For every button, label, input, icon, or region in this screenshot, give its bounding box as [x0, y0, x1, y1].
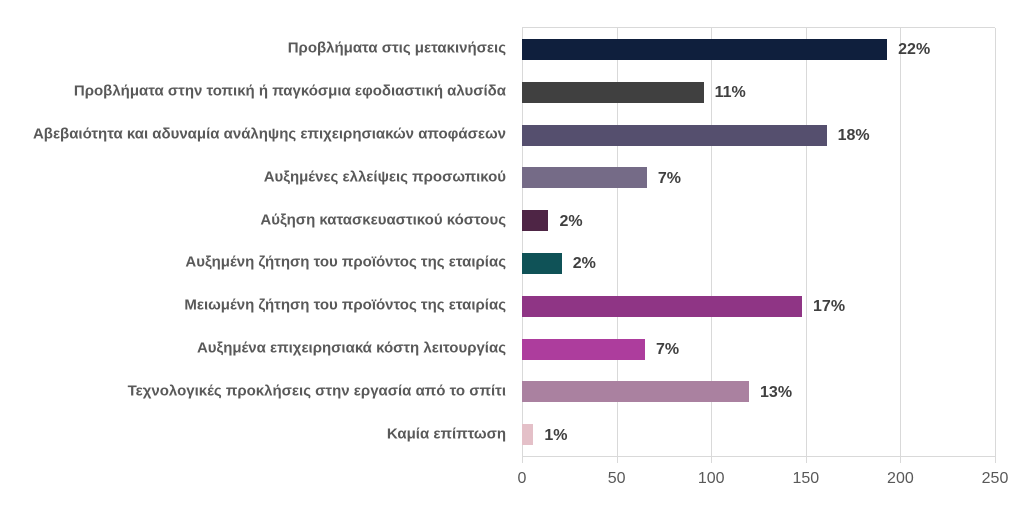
x-tick-label: 250 — [981, 470, 1009, 487]
bar — [522, 381, 750, 403]
bar-value-label: 2% — [572, 255, 596, 273]
category-label: Τεχνολογικές προκλήσεις στην εργασία από… — [127, 382, 506, 400]
bar-value-label: 2% — [559, 212, 583, 230]
gridline — [616, 28, 618, 463]
bar — [522, 338, 645, 360]
bar — [522, 295, 803, 317]
bar-value-label: 7% — [657, 169, 681, 187]
x-tick-label: 200 — [887, 470, 914, 487]
bar — [522, 252, 562, 274]
bar — [522, 124, 827, 146]
bar-value-label: 17% — [813, 298, 846, 316]
gridline — [522, 28, 523, 463]
category-label: Μειωμένη ζήτηση του προϊόντος της εταιρί… — [184, 296, 506, 314]
bar — [522, 38, 888, 60]
category-label: Αυξημένη ζήτηση του προϊόντος της εταιρί… — [185, 253, 506, 271]
category-label: Αυξημένα επιχειρησιακά κόστη λειτουργίας — [196, 339, 506, 357]
bar — [522, 81, 704, 103]
bar — [522, 210, 549, 232]
category-label: Αυξημένες ελλείψεις προσωπικού — [263, 168, 506, 186]
gridline — [805, 28, 807, 463]
category-label: Προβλήματα στην τοπική ή παγκόσμια εφοδι… — [73, 82, 506, 100]
bar-value-label: 7% — [655, 341, 680, 358]
bar — [522, 424, 534, 446]
bar — [522, 167, 647, 189]
gridline — [995, 28, 996, 463]
category-label: Καμία επίπτωση — [386, 425, 506, 443]
category-label: Αβεβαιότητα και αδυναμία ανάληψης επιχει… — [32, 125, 506, 143]
category-axis: Προβλήματα στις μετακινήσεις Προβλήματα σ… — [0, 27, 514, 455]
bar-value-label: 1% — [544, 426, 568, 444]
gridline — [711, 28, 713, 463]
bar-value-label: 22% — [898, 41, 931, 59]
x-tick-label: 150 — [792, 470, 820, 487]
bar-value-label: 18% — [837, 127, 870, 144]
x-tick-label: 100 — [697, 470, 725, 487]
plot-area: 22% 11% 18% 7% 2% 2% 17% 7% 13% 1% — [522, 27, 996, 463]
x-tick-label: 50 — [607, 470, 626, 487]
category-label: Προβλήματα στις μετακινήσεις — [287, 39, 506, 57]
bar-value-label: 11% — [714, 84, 746, 102]
gridline — [900, 28, 902, 463]
x-tick-label: 0 — [517, 470, 527, 487]
category-label: Αύξηση κατασκευαστικού κόστους — [260, 211, 506, 229]
bar-value-label: 13% — [760, 383, 793, 401]
